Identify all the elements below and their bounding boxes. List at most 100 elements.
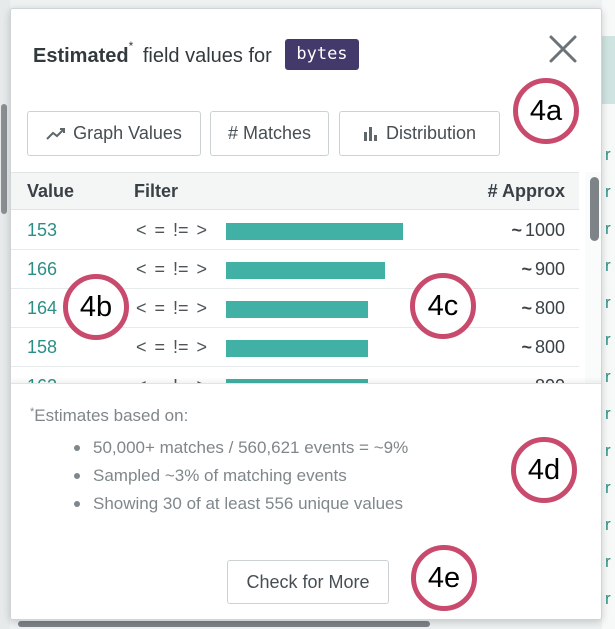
table-row: 162 < = != > ~800 — [11, 367, 579, 383]
background-panel-left — [0, 0, 10, 629]
filter-operator-button[interactable]: > — [196, 220, 208, 240]
filter-operator-button[interactable]: != — [173, 376, 189, 383]
filter-operator-button[interactable]: != — [173, 259, 189, 279]
notes-asterisk: * — [30, 406, 35, 418]
filter-operator-button[interactable]: > — [196, 298, 208, 318]
approx-count: ~800 — [521, 337, 565, 358]
approx-tilde: ~ — [511, 220, 522, 240]
filter-operator-button[interactable]: < — [136, 337, 147, 357]
background-glyph: r — [605, 589, 611, 608]
count-bar — [226, 223, 403, 240]
filter-operator-button[interactable]: = — [154, 298, 166, 318]
approx-tilde: ~ — [521, 298, 532, 318]
notes-item: 50,000+ matches / 560,621 events = ~9% — [73, 434, 408, 462]
approx-tilde: ~ — [521, 259, 532, 279]
approx-count: ~1000 — [511, 220, 565, 241]
table-row: 158 < = != > ~800 — [11, 328, 579, 367]
field-name-badge: bytes — [285, 39, 359, 70]
background-header-strip — [602, 36, 615, 104]
background-glyph: r — [605, 404, 611, 423]
filter-operators: < = != > — [136, 298, 207, 319]
graph-values-button[interactable]: Graph Values — [27, 111, 201, 156]
field-value-link[interactable]: 166 — [27, 259, 58, 279]
background-glyph: r — [605, 367, 611, 386]
filter-operator-button[interactable]: < — [136, 298, 147, 318]
callout-4c: 4c — [410, 273, 476, 339]
matches-button[interactable]: # Matches — [210, 111, 329, 156]
filter-operator-button[interactable]: = — [154, 337, 166, 357]
notes-heading: *Estimates based on: — [30, 406, 188, 426]
field-value-link[interactable]: 158 — [27, 337, 58, 357]
popover-title: Estimated* field values for bytes — [33, 39, 359, 72]
approx-number: 800 — [534, 298, 565, 318]
count-bar — [226, 340, 368, 357]
callout-4d: 4d — [511, 437, 577, 503]
filter-operator-button[interactable]: = — [155, 376, 166, 383]
count-bar — [226, 262, 385, 279]
background-glyph: r — [605, 441, 611, 460]
close-button[interactable] — [547, 33, 579, 65]
filter-operator-button[interactable]: > — [196, 259, 208, 279]
background-glyph: r — [605, 293, 611, 312]
background-glyph: r — [605, 256, 611, 275]
approx-tilde: ~ — [521, 337, 532, 357]
callout-4a: 4a — [513, 78, 579, 144]
callout-label: 4a — [529, 94, 563, 127]
trend-line-icon — [46, 127, 66, 141]
field-values-popover: Estimated* field values for bytes Graph … — [10, 8, 602, 620]
filter-operator-button[interactable]: < — [136, 376, 147, 383]
count-bar — [226, 301, 368, 318]
bar-chart-icon — [363, 126, 379, 141]
callout-4b: 4b — [63, 274, 129, 340]
distribution-label: Distribution — [385, 123, 477, 143]
filter-operator-button[interactable]: < — [136, 259, 147, 279]
callout-label: 4b — [79, 290, 113, 323]
table-row: 153 < = != > ~1000 — [11, 211, 579, 250]
table-row: 166 < = != > ~900 — [11, 250, 579, 289]
field-value-link[interactable]: 153 — [27, 220, 58, 240]
header-value: Value — [27, 181, 75, 201]
background-horizontal-scrollbar — [18, 621, 430, 627]
background-glyph: r — [605, 330, 611, 349]
values-table: Value Filter # Approx 153 < = != > ~1000 166 < =… — [11, 172, 601, 383]
check-for-more-label: Check for More — [246, 571, 370, 592]
distribution-button[interactable]: Distribution — [339, 111, 500, 156]
filter-operator-button[interactable]: != — [173, 298, 189, 318]
filter-operators: < = != > — [136, 220, 207, 241]
header-filter: Filter — [134, 181, 179, 201]
approx-number: 800 — [535, 376, 565, 383]
background-glyph: r — [605, 552, 611, 571]
approx-tilde: ~ — [521, 376, 532, 383]
filter-operator-button[interactable]: > — [197, 376, 208, 383]
title-text: field values for — [142, 44, 272, 67]
background-glyph: r — [605, 478, 611, 497]
header-approx: # Approx — [487, 181, 565, 201]
filter-operators: < = != > — [136, 337, 207, 358]
filter-operator-button[interactable]: > — [196, 337, 208, 357]
callout-label: 4c — [427, 289, 459, 322]
filter-operators: < = != > — [136, 259, 207, 280]
background-scrollbar — [1, 104, 7, 214]
filter-operator-button[interactable]: = — [154, 259, 166, 279]
table-scroll-thumb[interactable] — [590, 177, 599, 241]
approx-number: 800 — [534, 337, 565, 357]
approx-number: 900 — [534, 259, 565, 279]
filter-operator-button[interactable]: = — [154, 220, 166, 240]
callout-label: 4e — [427, 561, 461, 594]
field-value-link[interactable]: 164 — [27, 298, 58, 318]
check-for-more-button[interactable]: Check for More — [227, 560, 389, 604]
approx-count: ~800 — [521, 298, 565, 319]
filter-operator-button[interactable]: < — [136, 220, 147, 240]
filter-operator-button[interactable]: != — [173, 337, 189, 357]
callout-4e: 4e — [411, 545, 477, 611]
count-bar — [226, 379, 368, 383]
table-header: Value Filter # Approx — [11, 172, 579, 210]
filter-operator-button[interactable]: != — [173, 220, 189, 240]
filter-operators: < = != > — [136, 376, 207, 383]
callout-label: 4d — [527, 453, 561, 486]
approx-count: ~800 — [521, 376, 565, 383]
notes-list: 50,000+ matches / 560,621 events = ~9% S… — [73, 434, 408, 518]
matches-label: # Matches — [227, 123, 312, 143]
field-value-link[interactable]: 162 — [27, 376, 57, 383]
table-row: 164 < = != > ~800 — [11, 289, 579, 328]
